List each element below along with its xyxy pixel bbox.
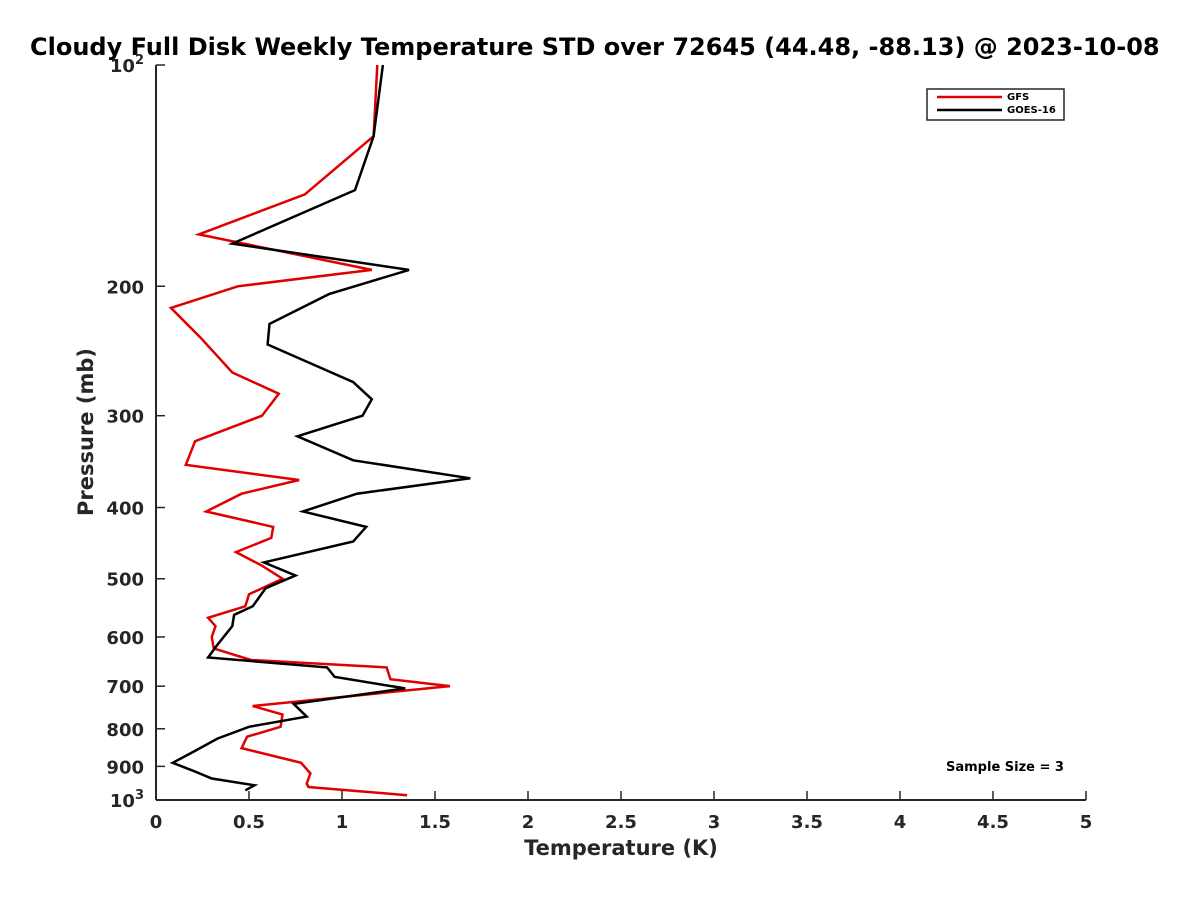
y-tick-label: 103 xyxy=(110,788,144,812)
y-tick-label: 500 xyxy=(106,570,144,591)
legend-label-gfs: GFS xyxy=(1007,92,1029,103)
legend: GFS GOES-16 xyxy=(926,88,1065,121)
x-tick-label: 5 xyxy=(1080,812,1093,833)
legend-box xyxy=(926,88,1065,121)
x-ticks: 0 0.5 1 1.5 2 2.5 3 3.5 4 4.5 5 xyxy=(150,791,1093,833)
x-tick-label: 3.5 xyxy=(791,812,823,833)
y-tick-label: 102 xyxy=(110,53,144,77)
x-tick-label: 2 xyxy=(522,812,535,833)
y-tick-label: 800 xyxy=(106,720,144,741)
x-tick-label: 4 xyxy=(894,812,907,833)
y-tick-label: 300 xyxy=(106,407,144,428)
x-tick-label: 0 xyxy=(150,812,163,833)
x-axis-label: Temperature (K) xyxy=(524,836,718,860)
x-tick-label: 3 xyxy=(708,812,721,833)
x-tick-label: 4.5 xyxy=(977,812,1009,833)
legend-label-goes16: GOES-16 xyxy=(1007,105,1056,116)
y-tick-label: 700 xyxy=(106,677,144,698)
y-ticks: 102 200 300 400 500 600 700 800 900 103 xyxy=(106,53,165,812)
y-axis-label: Pressure (mb) xyxy=(74,348,98,516)
x-tick-label: 1.5 xyxy=(419,812,451,833)
series-group xyxy=(168,64,471,797)
y-tick-label: 900 xyxy=(106,757,144,778)
x-tick-label: 0.5 xyxy=(233,812,265,833)
x-tick-label: 1 xyxy=(336,812,349,833)
x-tick-label: 2.5 xyxy=(605,812,637,833)
chart-title: Cloudy Full Disk Weekly Temperature STD … xyxy=(30,33,1160,61)
y-tick-label: 600 xyxy=(106,628,144,649)
sample-size-annotation: Sample Size = 3 xyxy=(946,760,1064,775)
y-tick-label: 200 xyxy=(106,277,144,298)
y-tick-label: 400 xyxy=(106,499,144,520)
series-line-goes16 xyxy=(169,64,471,792)
series-line-gfs xyxy=(168,64,451,797)
